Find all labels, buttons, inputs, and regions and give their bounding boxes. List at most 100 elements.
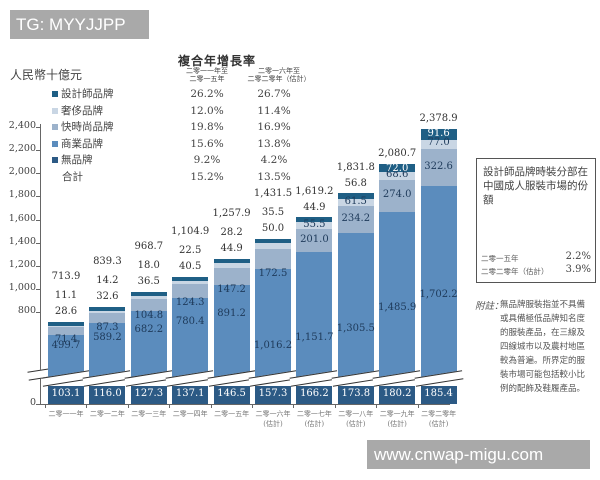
- label-designer: 11.1: [54, 289, 78, 301]
- y-tick-label: 1,000: [8, 281, 36, 293]
- x-label-year: 二零一九年: [379, 410, 415, 418]
- segment-no-brand: [255, 386, 291, 404]
- segment-fast-fashion: [130, 298, 167, 311]
- segment-luxury: [337, 199, 374, 207]
- legend-item: 奢侈品牌: [52, 105, 103, 118]
- cagr-value: 26.7%: [257, 88, 291, 100]
- legend-swatch-icon: [52, 157, 58, 163]
- x-axis-label: 二零二零年 (估計): [414, 409, 464, 429]
- segment-designer: [337, 192, 374, 200]
- segment-commercial: [130, 310, 167, 378]
- segment-luxury: [213, 262, 250, 268]
- legend-label: 合計: [62, 170, 83, 183]
- y-tick-mark: [36, 404, 40, 405]
- y-tick-label: 1,800: [8, 189, 36, 201]
- label-luxury: 68.6: [386, 169, 409, 181]
- legend-label: 設計師品牌: [61, 88, 114, 100]
- x-axis-label: 二零一六年 (估計): [248, 409, 298, 429]
- segment-commercial: [255, 268, 291, 378]
- label-fast-fashion: 274.0: [382, 189, 412, 201]
- label-total: 839.3: [93, 256, 122, 268]
- y-tick-label: 2,000: [8, 166, 36, 178]
- label-designer: 72.0: [386, 162, 409, 174]
- y-tick-mark: [36, 312, 40, 313]
- legend-label: 無品牌: [61, 154, 93, 166]
- segment-designer: [48, 321, 84, 326]
- label-total: 968.7: [134, 241, 164, 253]
- note-label: 附註：: [475, 301, 504, 312]
- x-label-year: 二零二零年: [421, 410, 457, 418]
- label-commercial: 499.7: [51, 340, 81, 351]
- x-tick-mark: [86, 404, 88, 408]
- segment-luxury: [130, 294, 167, 299]
- segment-no-brand: [296, 386, 333, 404]
- label-designer: 14.2: [96, 275, 119, 287]
- x-axis-label: 二零一五年: [207, 409, 257, 419]
- segment-luxury: [420, 140, 457, 149]
- label-total: 1,831.8: [336, 161, 375, 173]
- label-fast-fashion: 201.0: [300, 233, 329, 245]
- segment-no-brand: [130, 386, 167, 404]
- watermark-bottom: www.cnwap-migu.com: [367, 440, 590, 469]
- label-luxury: 44.9: [220, 243, 243, 255]
- x-label-year: 二零一六年: [255, 410, 291, 418]
- label-total: 1,257.9: [212, 208, 251, 220]
- segment-commercial: [337, 233, 374, 378]
- label-no-brand: 146.5: [217, 388, 246, 399]
- x-label-estimate: (估計): [263, 420, 283, 428]
- y-tick-label: 0: [29, 397, 36, 408]
- y-tick-mark: [36, 173, 40, 175]
- label-total: 2,080.7: [378, 147, 417, 159]
- legend-item: 快時尚品牌: [52, 121, 114, 134]
- segment-no-brand: [337, 386, 374, 404]
- segment-fast-fashion: [337, 206, 374, 234]
- legend-item: 設計師品牌: [52, 88, 114, 101]
- x-tick-mark: [252, 404, 253, 408]
- segment-luxury: [379, 172, 416, 181]
- label-no-brand: 185.4: [424, 388, 453, 399]
- x-label-year: 二零一二年: [89, 410, 125, 418]
- label-designer: 18.0: [137, 260, 160, 272]
- label-designer: 56.8: [344, 177, 367, 189]
- y-tick-label: 1,400: [8, 235, 36, 247]
- x-label-year: 二零一一年: [48, 410, 84, 418]
- label-commercial: 1,151.7: [295, 332, 334, 344]
- legend-swatch-icon: [52, 124, 58, 130]
- segment-designer: [89, 307, 126, 312]
- label-fast-fashion: 234.2: [341, 212, 371, 224]
- share-box-title: 設計師品牌時裝分部在中國成人服裝市場的份額: [483, 166, 588, 206]
- segment-luxury: [296, 222, 333, 229]
- label-designer: 91.6: [427, 128, 450, 140]
- label-luxury: 28.6: [54, 305, 78, 317]
- cagr-col2-header-line2: 二零二零年（估計）: [247, 75, 311, 83]
- label-no-brand: 116.0: [93, 388, 122, 399]
- cagr-value: 16.9%: [257, 121, 291, 133]
- label-fast-fashion: 124.3: [175, 297, 205, 309]
- legend-label: 商業品牌: [61, 137, 103, 150]
- y-tick-mark: [36, 219, 40, 221]
- note-text: 無品牌服裝指並不具備或具備極低品牌知名度的服裝產品，在三線及四線城市以及農村地區…: [500, 300, 586, 394]
- y-axis-line: [40, 124, 41, 404]
- label-luxury: 36.5: [137, 276, 160, 288]
- segment-commercial: [213, 284, 250, 378]
- x-axis-label: 二零一七年 (估計): [289, 409, 339, 429]
- segment-designer: [172, 276, 209, 281]
- segment-commercial: [420, 186, 457, 378]
- label-total: 2,378.9: [419, 113, 458, 125]
- share-row-value: 3.9%: [565, 264, 591, 275]
- x-label-estimate: (估計): [304, 420, 325, 428]
- x-axis-label: 二零一四年: [165, 409, 215, 419]
- label-commercial: 780.4: [175, 316, 205, 327]
- label-no-brand: 180.2: [382, 388, 412, 399]
- segment-fast-fashion: [172, 284, 209, 299]
- segment-commercial: [172, 298, 209, 378]
- label-no-brand: 166.2: [300, 388, 329, 399]
- cagr-value: 4.2%: [260, 154, 288, 166]
- segment-fast-fashion: [213, 267, 250, 285]
- label-commercial: 891.2: [217, 308, 246, 319]
- label-total: 1,619.2: [295, 186, 334, 198]
- legend-swatch-icon: [52, 107, 58, 114]
- x-axis-label: 二零一一年: [41, 409, 91, 419]
- label-total: 713.9: [51, 270, 81, 282]
- segment-fast-fashion: [255, 248, 291, 269]
